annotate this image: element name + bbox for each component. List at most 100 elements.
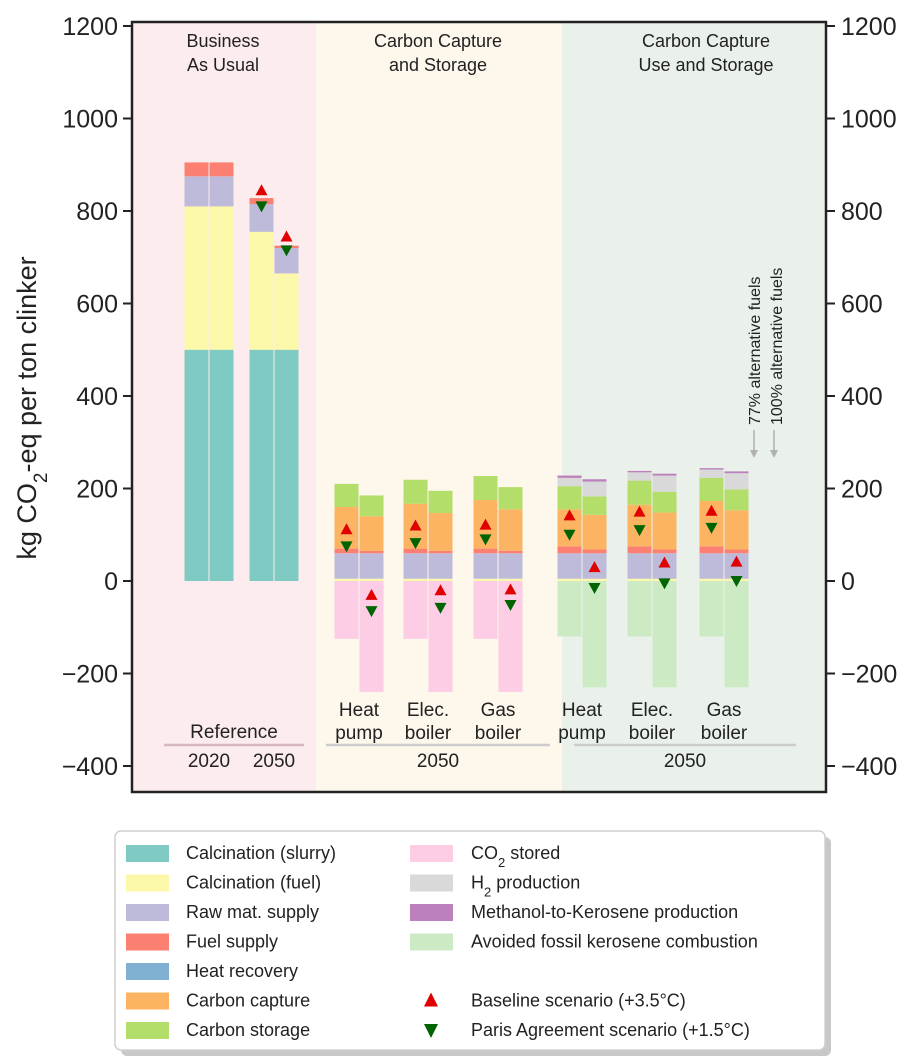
baseline-marker	[504, 583, 517, 595]
bar-segment-fuel	[557, 546, 582, 554]
legend-label: Carbon capture	[186, 991, 310, 1011]
bar-segment-storage	[557, 486, 582, 510]
category-label: Gas	[707, 700, 742, 721]
baseline-marker	[730, 555, 743, 567]
paris-marker	[588, 582, 601, 594]
plot-frame	[130, 20, 828, 794]
legend-swatch	[126, 845, 169, 862]
bar-segment-fuel	[627, 546, 652, 554]
bar-segment-storage	[428, 490, 453, 514]
legend-label: Baseline scenario (+3.5°C)	[471, 991, 686, 1011]
bar-segment-calc_fuel	[403, 578, 428, 581]
legend-swatch	[126, 992, 169, 1010]
legend-swatch	[410, 933, 453, 951]
baseline-marker	[705, 504, 718, 516]
legend-label: Heat recovery	[186, 961, 298, 981]
category-label: pump	[335, 723, 383, 744]
baseline-marker	[340, 523, 353, 535]
group-year-label: 2020	[188, 751, 230, 772]
bar-segment-fuel	[209, 162, 234, 177]
bar-segment-fuel	[724, 549, 749, 554]
region-title: Use and Storage	[638, 55, 773, 75]
bar-segment-storage	[627, 480, 652, 505]
bar-segment-storage	[724, 489, 749, 511]
bar-segment-fuel	[359, 550, 384, 554]
y-tick-label-left: −400	[62, 753, 118, 781]
legend-swatch	[126, 874, 169, 892]
legend-label: Paris Agreement scenario (+1.5°C)	[471, 1020, 750, 1040]
bar-segment-mtk	[582, 479, 607, 482]
bar-segment-calc_fuel	[473, 578, 498, 581]
group-year-label: 2050	[253, 751, 295, 772]
y-tick-label-right: 800	[841, 198, 883, 226]
bar-segment-capture	[724, 510, 749, 550]
bar-segment-fuel	[473, 548, 498, 554]
category-label: Heat	[562, 700, 603, 721]
y-tick-label-right: 0	[841, 568, 855, 596]
annotation-100pct: 100% alternative fuels	[769, 268, 786, 425]
legend-swatch	[126, 933, 169, 951]
bar-segment-calc_fuel	[274, 273, 299, 350]
region-title: and Storage	[389, 55, 487, 75]
region-title: Carbon Capture	[374, 31, 502, 51]
legend-swatch	[126, 963, 169, 980]
legend-swatch	[410, 845, 453, 862]
legend-label: Calcination (slurry)	[186, 843, 336, 863]
baseline-marker	[633, 505, 646, 517]
category-label: boiler	[405, 723, 452, 744]
bar-segment-capture	[498, 509, 523, 551]
baseline-marker	[434, 584, 447, 596]
bar-segment-calc_fuel	[359, 578, 384, 581]
baseline-marker	[658, 556, 671, 568]
category-label: boiler	[475, 723, 522, 744]
bar-segment-avoided	[557, 581, 582, 637]
bar-segment-calc_fuel	[498, 578, 523, 581]
bar-segment-mtk	[557, 475, 582, 478]
category-label: boiler	[701, 723, 748, 744]
bar-segment-fuel	[582, 549, 607, 554]
legend-label: Calcination (fuel)	[186, 873, 321, 893]
paris-marker	[434, 602, 447, 614]
category-label: Heat	[339, 700, 380, 721]
y-tick-label-left: −200	[62, 661, 118, 689]
y-tick-label-right: 400	[841, 383, 883, 411]
y-tick-label-left: 0	[104, 568, 118, 596]
baseline-marker	[588, 561, 601, 573]
baseline-marker	[409, 519, 422, 531]
bar-segment-calc_fuel	[428, 578, 453, 581]
y-tick-label-left: 1000	[62, 106, 118, 134]
category-label: Gas	[481, 700, 516, 721]
legend-label: Methanol-to-Kerosene production	[471, 902, 738, 922]
bar-segment-mtk	[627, 470, 652, 473]
legend-swatch	[126, 1022, 169, 1039]
paris-marker	[409, 538, 422, 550]
bar-segment-storage	[334, 483, 359, 507]
bar-segment-raw	[498, 553, 523, 579]
region-title: Business	[186, 31, 259, 51]
bar-segment-storage	[652, 491, 677, 513]
bar-segment-storage	[473, 476, 498, 501]
bar-segment-mtk	[724, 471, 749, 474]
bar-segment-calc_fuel	[334, 578, 359, 581]
bar-segment-storage	[699, 477, 724, 501]
legend-baseline-marker	[424, 992, 438, 1007]
legend: Calcination (slurry) Calcination (fuel) Ra…	[114, 830, 831, 1056]
bar-segment-h2	[582, 481, 607, 497]
bar-segment-avoided	[724, 581, 749, 688]
group-year-label: 2050	[664, 751, 706, 772]
bar-segment-h2	[652, 475, 677, 492]
bar-segment-stored	[334, 581, 359, 639]
bar-segment-calc_fuel	[582, 578, 607, 581]
bar-segment-avoided	[699, 581, 724, 637]
bar-segment-calc_fuel	[699, 578, 724, 581]
bar-segment-fuel	[249, 198, 274, 205]
bar-segment-raw	[428, 553, 453, 579]
legend-label: Carbon storage	[186, 1020, 310, 1040]
bar-segment-raw	[359, 553, 384, 579]
bar-segment-fuel	[699, 546, 724, 554]
y-tick-label-right: 600	[841, 291, 883, 319]
bar-segment-fuel	[403, 548, 428, 554]
legend-label: Raw mat. supply	[186, 902, 319, 922]
region-title: Carbon Capture	[642, 31, 770, 51]
baseline-marker	[479, 518, 492, 530]
